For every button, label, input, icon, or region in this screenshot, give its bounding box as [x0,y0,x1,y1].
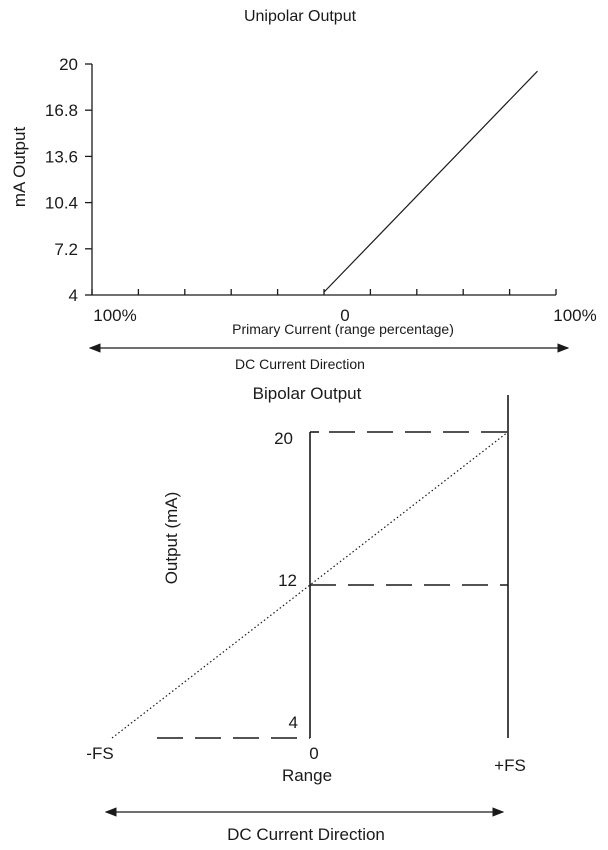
unipolar-x-tick-label-zero: 0 [340,306,349,325]
unipolar-x-tick-label-left: 100% [93,306,136,325]
bipolar-y-axis-label: Output (mA) [162,492,181,585]
bipolar-x-axis-label: Range [282,766,332,785]
bipolar-y-tick-label-4: 4 [289,713,298,732]
bipolar-title: Bipolar Output [253,384,362,403]
unipolar-arrow-label: DC Current Direction [235,356,365,372]
bipolar-x-tick-label-pos: +FS [494,756,526,775]
unipolar-y-tick-label: 4 [69,286,78,305]
unipolar-y-tick-label: 16.8 [45,101,78,120]
bipolar-x-tick-label-zero: 0 [309,744,318,763]
bipolar-y-tick-label-20: 20 [274,429,293,448]
unipolar-y-tick-label: 7.2 [54,240,78,259]
unipolar-series-line [323,70,538,293]
unipolar-x-axis-label: Primary Current (range percentage) [232,321,454,337]
unipolar-y-tick-label: 13.6 [45,147,78,166]
bipolar-y-tick-label-12: 12 [278,571,297,590]
bipolar-arrow-label: DC Current Direction [227,825,385,844]
unipolar-y-tick-label: 10.4 [45,194,78,213]
unipolar-chart: Unipolar Output mA Output 4 7.2 10.4 13.6 16… [10,8,597,372]
unipolar-y-axis-label: mA Output [10,127,29,208]
unipolar-x-tick-label-right: 100% [553,306,596,325]
bipolar-series-line [111,431,509,739]
unipolar-title: Unipolar Output [244,8,357,25]
bipolar-chart: Bipolar Output Output (mA) 20 12 4 -FS 0… [86,384,526,844]
unipolar-y-tick-label: 20 [59,55,78,74]
bipolar-x-tick-label-neg: -FS [86,744,113,763]
